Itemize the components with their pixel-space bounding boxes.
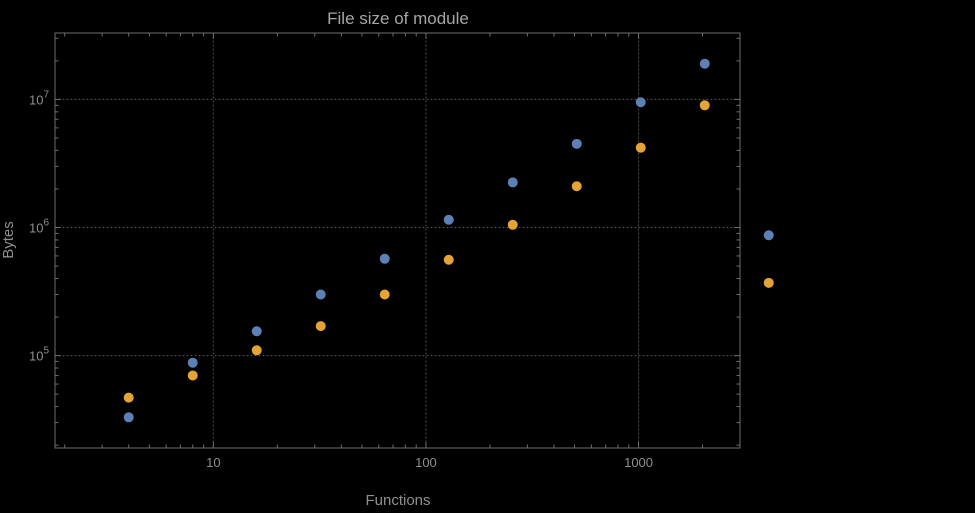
y-tick-labels: 105 106 107 xyxy=(29,89,49,363)
x-tick-label: 1000 xyxy=(624,455,653,470)
data-point-series-2-orange xyxy=(507,219,518,230)
y-tick-label: 107 xyxy=(29,89,49,107)
x-tick-labels: 10 100 1000 xyxy=(206,455,653,470)
x-tick-label: 10 xyxy=(206,455,220,470)
data-point-series-2-orange xyxy=(571,181,582,192)
data-point-series-2-orange xyxy=(635,142,646,153)
data-point-series-1-blue xyxy=(251,326,262,337)
y-tick-label: 106 xyxy=(29,218,49,236)
data-point-series-2-orange xyxy=(123,392,134,403)
data-point-series-1-blue xyxy=(187,357,198,368)
data-point-series-1-blue xyxy=(507,177,518,188)
data-points xyxy=(123,58,774,423)
data-point-series-2-orange xyxy=(315,321,326,332)
chart-title: File size of module xyxy=(327,9,469,28)
data-point-series-1-blue xyxy=(315,289,326,300)
data-point-series-1-blue xyxy=(699,58,710,69)
data-point-series-1-blue xyxy=(379,253,390,264)
plot-frame xyxy=(54,32,741,449)
y-axis-label: Bytes xyxy=(0,221,17,259)
data-point-series-1-blue xyxy=(763,230,774,241)
y-tick-label: 105 xyxy=(29,346,49,364)
data-point-series-2-orange xyxy=(699,100,710,111)
x-axis-label: Functions xyxy=(365,492,430,509)
data-point-series-2-orange xyxy=(379,289,390,300)
data-point-series-2-orange xyxy=(251,345,262,356)
axis-ticks xyxy=(55,33,740,448)
x-tick-label: 100 xyxy=(415,455,437,470)
data-point-series-1-blue xyxy=(571,138,582,149)
data-point-series-1-blue xyxy=(443,214,454,225)
frame-rect xyxy=(54,32,741,449)
data-point-series-2-orange xyxy=(763,277,774,288)
data-point-series-1-blue xyxy=(635,97,646,108)
data-point-series-1-blue xyxy=(123,412,134,423)
data-point-series-2-orange xyxy=(187,370,198,381)
gridlines xyxy=(54,32,741,449)
data-point-series-2-orange xyxy=(443,254,454,265)
